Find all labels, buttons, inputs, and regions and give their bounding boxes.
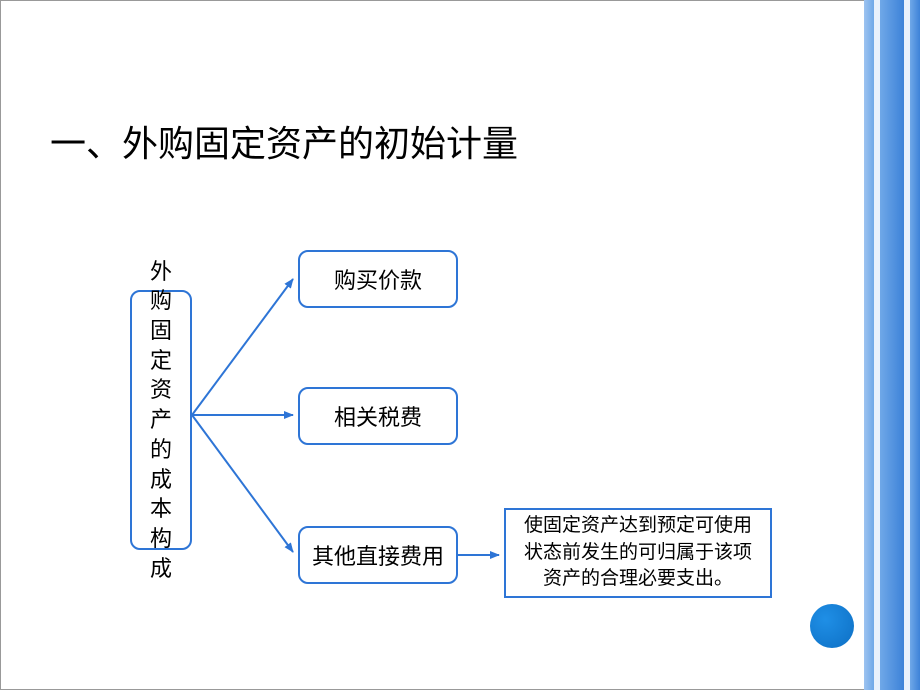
left-node-char: 固 <box>150 316 172 346</box>
stripe-0 <box>864 0 874 690</box>
stripe-2 <box>880 0 904 690</box>
branch-node-2: 其他直接费用 <box>298 526 458 584</box>
left-root-node: 外购固定资产的成本构成 <box>130 290 192 550</box>
left-node-char: 定 <box>150 346 172 376</box>
left-node-char: 的 <box>150 435 172 465</box>
right-stripes <box>864 0 920 690</box>
detail-box: 使固定资产达到预定可使用状态前发生的可归属于该项资产的合理必要支出。 <box>504 508 772 598</box>
left-node-char: 本 <box>150 494 172 524</box>
left-node-char: 构 <box>150 524 172 554</box>
page-title: 一、外购固定资产的初始计量 <box>50 115 518 167</box>
left-node-char: 资 <box>150 375 172 405</box>
stripe-4 <box>910 0 920 690</box>
circle-accent <box>810 604 854 648</box>
left-node-char: 外 <box>150 257 172 287</box>
branch-node-0: 购买价款 <box>298 250 458 308</box>
left-node-char: 成 <box>150 465 172 495</box>
left-node-char: 成 <box>150 554 172 584</box>
branch-node-1: 相关税费 <box>298 387 458 445</box>
left-node-char: 产 <box>150 405 172 435</box>
left-node-char: 购 <box>150 286 172 316</box>
